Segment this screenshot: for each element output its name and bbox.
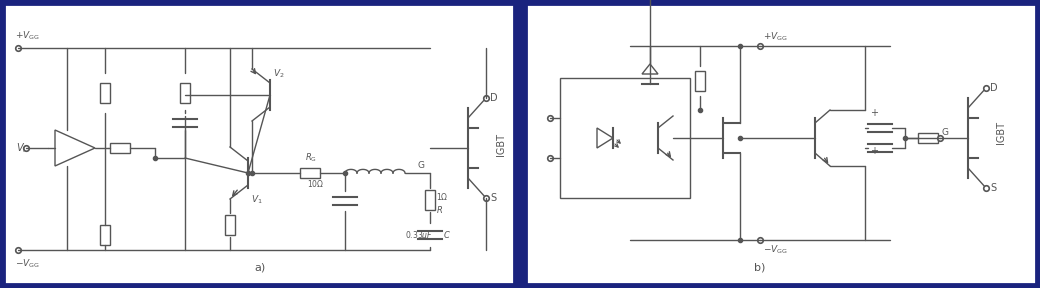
Text: b): b) <box>754 263 765 273</box>
Bar <box>425 190 435 210</box>
Bar <box>918 133 938 143</box>
Text: $V_2$: $V_2$ <box>272 68 285 81</box>
Text: S: S <box>990 183 996 193</box>
Text: +: + <box>870 146 878 156</box>
Text: $+V_{\rm GG}$: $+V_{\rm GG}$ <box>763 31 788 43</box>
Text: $V_{\rm i}$: $V_{\rm i}$ <box>16 141 26 155</box>
FancyBboxPatch shape <box>526 4 1036 284</box>
Text: IGBT: IGBT <box>496 134 506 156</box>
Bar <box>225 215 235 235</box>
Text: $-V_{\rm GG}$: $-V_{\rm GG}$ <box>15 258 40 270</box>
Text: S: S <box>490 193 496 203</box>
FancyBboxPatch shape <box>4 4 514 284</box>
Text: G: G <box>418 161 425 170</box>
Text: D: D <box>490 93 497 103</box>
Text: $R$: $R$ <box>436 204 443 215</box>
Bar <box>560 78 690 198</box>
Bar <box>110 143 130 153</box>
Bar <box>100 83 110 103</box>
Bar <box>695 71 705 91</box>
Text: $C$: $C$ <box>443 229 450 240</box>
Text: G: G <box>942 128 950 137</box>
Text: a): a) <box>255 263 265 273</box>
Text: +: + <box>870 108 878 118</box>
Text: $+V_{\rm GG}$: $+V_{\rm GG}$ <box>15 29 40 42</box>
Text: $0.33\mu F$: $0.33\mu F$ <box>405 229 434 242</box>
Bar <box>180 83 190 103</box>
Text: IGBT: IGBT <box>996 122 1006 145</box>
Text: $-V_{\rm GG}$: $-V_{\rm GG}$ <box>763 243 788 255</box>
Text: D: D <box>990 83 997 93</box>
Bar <box>100 225 110 245</box>
Text: $R_{\rm G}$: $R_{\rm G}$ <box>305 152 317 164</box>
Text: $V_1$: $V_1$ <box>251 194 263 206</box>
Text: $10\Omega$: $10\Omega$ <box>307 178 324 189</box>
Bar <box>300 168 320 178</box>
Text: $1\Omega$: $1\Omega$ <box>436 191 448 202</box>
